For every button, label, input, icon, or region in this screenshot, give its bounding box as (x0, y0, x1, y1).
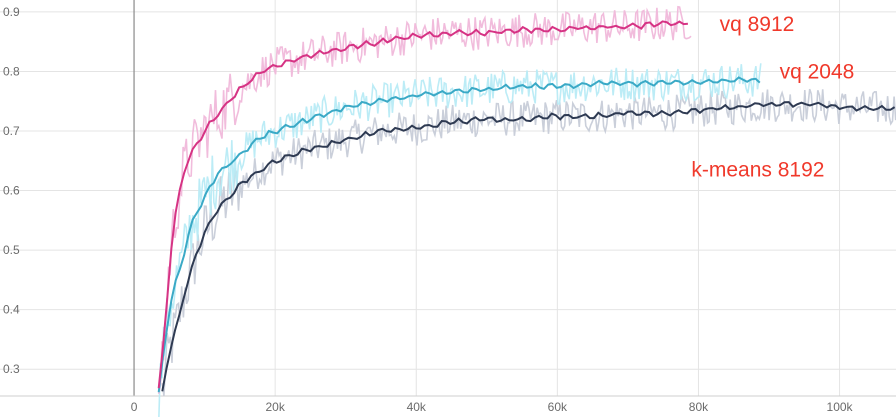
y-tick-label: 0.9 (3, 5, 20, 19)
smoothed-series-layer (157, 20, 896, 393)
series-line-1 (157, 76, 761, 393)
y-tick-label: 0.6 (3, 184, 20, 198)
series-label-0: vq 8912 (720, 13, 795, 36)
raw-trace-1 (158, 63, 762, 417)
y-tick-label: 0.7 (3, 124, 20, 138)
axis-tick-labels: 0.3 0.4 0.5 0.6 0.7 0.8 0.9 0 20k 40k 60k 80k 100k (3, 5, 854, 414)
raw-trace-0 (157, 5, 692, 395)
x-tick-label: 0 (131, 400, 138, 414)
series-labels: vq 8912 vq 2048 k-means 8192 (691, 13, 854, 182)
y-tick-label: 0.4 (3, 303, 20, 317)
y-tick-label: 0.3 (3, 362, 20, 376)
series-label-2: k-means 8192 (691, 159, 824, 182)
x-tick-label: 60k (548, 400, 568, 414)
y-tick-label: 0.8 (3, 64, 20, 78)
x-tick-label: 100k (827, 400, 854, 414)
grid (0, 0, 896, 397)
series-label-1: vq 2048 (780, 60, 855, 83)
y-tick-label: 0.5 (3, 243, 20, 257)
series-line-0 (157, 20, 688, 389)
x-tick-label: 20k (265, 400, 285, 414)
x-tick-label: 40k (407, 400, 427, 414)
x-tick-label: 80k (689, 400, 709, 414)
series-line-2 (161, 101, 896, 392)
raw-trace-2 (161, 88, 896, 396)
